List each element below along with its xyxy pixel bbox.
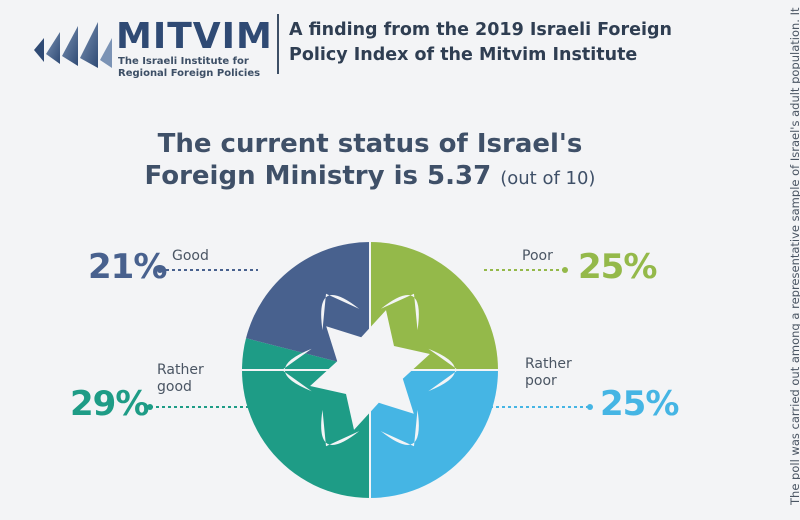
logo-wave-icon [34,22,112,68]
chart-title-main: The current status of Israel's Foreign M… [144,129,583,191]
logo-name: MITVIM [116,16,273,57]
slice-label: Rather poor [525,356,572,389]
chart-title: The current status of Israel's Foreign M… [120,128,620,195]
leader-dot [157,267,163,273]
methodology-note: The poll was carried out among a represe… [788,7,800,506]
slice-label: Rather good [157,362,204,395]
emblem-overlay [240,240,500,500]
logo-tagline: Regional Foreign Policies [118,68,261,79]
leader-dot [587,404,593,410]
mitvim-logo: MITVIM The Israeli Institute for Regiona… [30,12,280,82]
pie-slice-poor [370,242,498,370]
header-divider [277,14,279,74]
logo-tagline: The Israeli Institute for [118,56,249,67]
headline: A finding from the 2019 Israeli Foreign … [289,20,672,65]
slice-label: Poor [522,248,553,264]
slice-percent: 25% [600,384,679,424]
slice-percent: 29% [70,384,149,424]
slice-percent: 25% [578,247,657,287]
chart-subtitle: (out of 10) [500,168,596,189]
slice-label: Good [172,248,209,264]
leader-dot [562,267,568,273]
leader-dot [147,404,153,410]
slice-percent: 21% [88,247,167,287]
